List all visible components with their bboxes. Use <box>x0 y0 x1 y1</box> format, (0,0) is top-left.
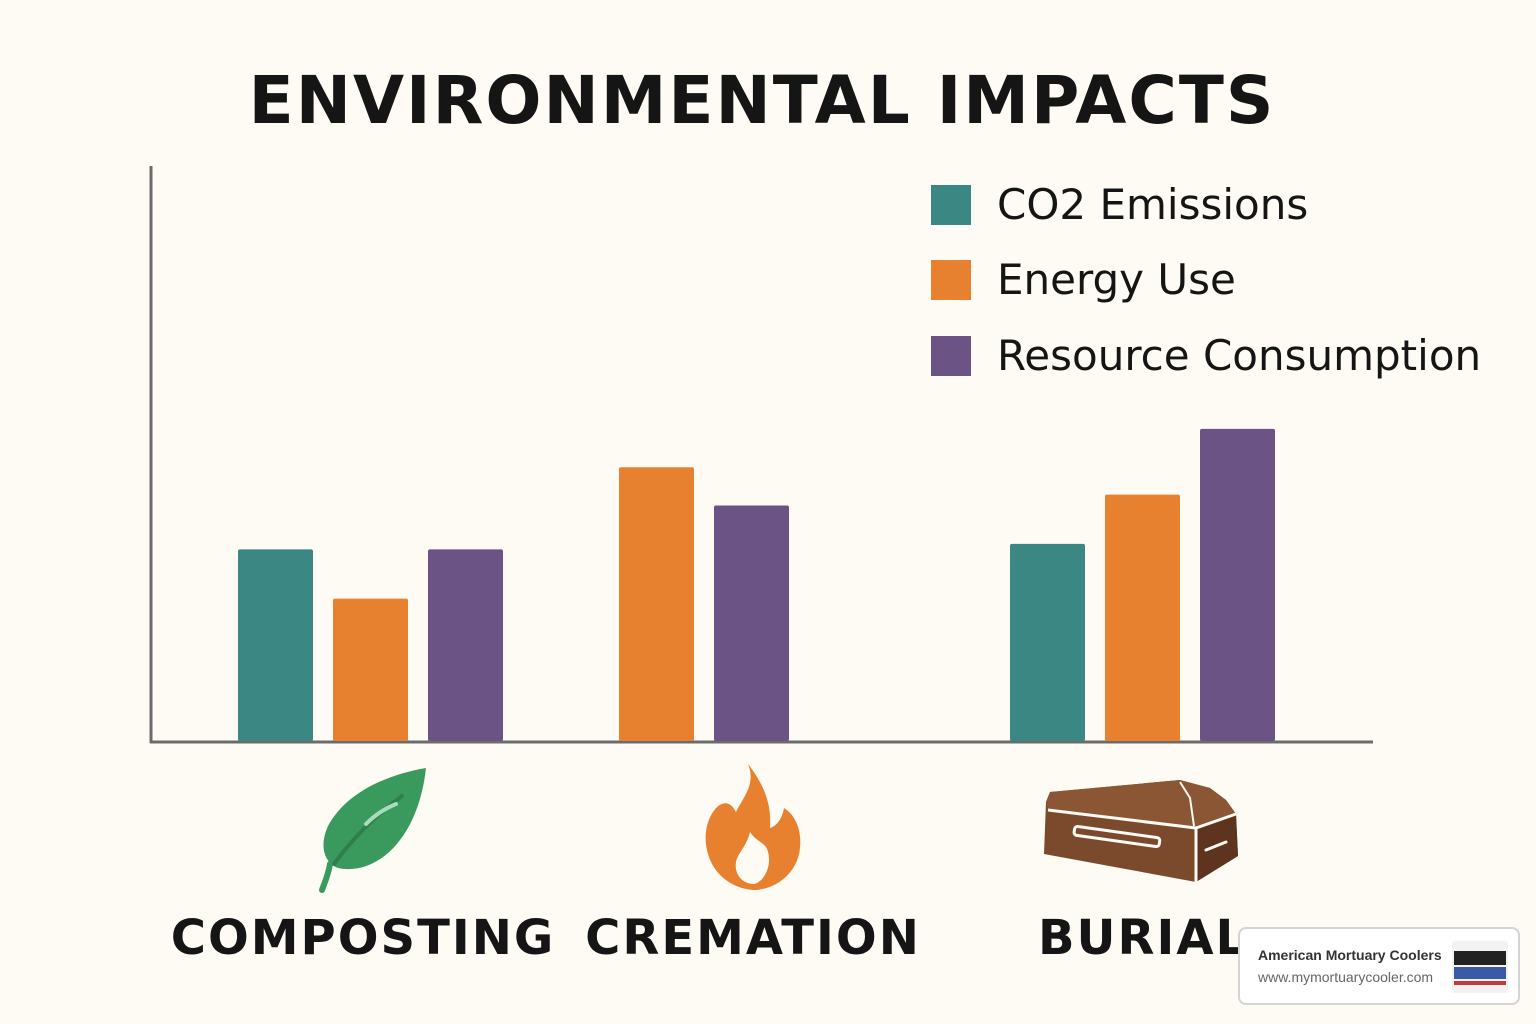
legend-swatch <box>931 184 971 225</box>
category-label-composting: COMPOSTING <box>170 910 556 966</box>
legend-label: Energy Use <box>997 255 1236 304</box>
legend-item-resource-consumption: Resource Consumption <box>931 331 1481 380</box>
bar-burial-energy-use <box>1105 494 1180 741</box>
legend-label: Resource Consumption <box>997 331 1482 380</box>
watermark-badge[interactable]: American Mortuary Coolers www.mymortuary… <box>1238 927 1520 1005</box>
bar-cremation-energy-use <box>619 467 694 741</box>
legend-item-energy-use: Energy Use <box>931 255 1236 304</box>
category-label-cremation: CREMATION <box>585 910 921 966</box>
flame-icon <box>705 764 801 890</box>
watermark-url: www.mymortuarycooler.com <box>1258 969 1434 985</box>
bar-composting-resource-consumption <box>428 549 503 741</box>
legend-label: CO2 Emissions <box>997 180 1309 229</box>
bar-composting-co2-emissions <box>238 549 313 741</box>
bar-composting-energy-use <box>333 598 408 741</box>
leaf-icon <box>319 768 426 893</box>
legend-swatch <box>931 259 971 300</box>
legend-item-co2-emissions: CO2 Emissions <box>931 180 1308 229</box>
watermark-name: American Mortuary Coolers <box>1258 947 1442 963</box>
casket-icon <box>1044 780 1238 882</box>
bar-cremation-resource-consumption <box>714 505 789 741</box>
watermark-logo <box>1452 941 1508 993</box>
legend-swatch <box>931 335 971 376</box>
category-label-burial: BURIAL <box>1037 910 1249 966</box>
chart-title: ENVIRONMENTAL IMPACTS <box>248 62 1276 139</box>
bar-burial-co2-emissions <box>1010 543 1085 741</box>
bar-burial-resource-consumption <box>1200 428 1275 741</box>
